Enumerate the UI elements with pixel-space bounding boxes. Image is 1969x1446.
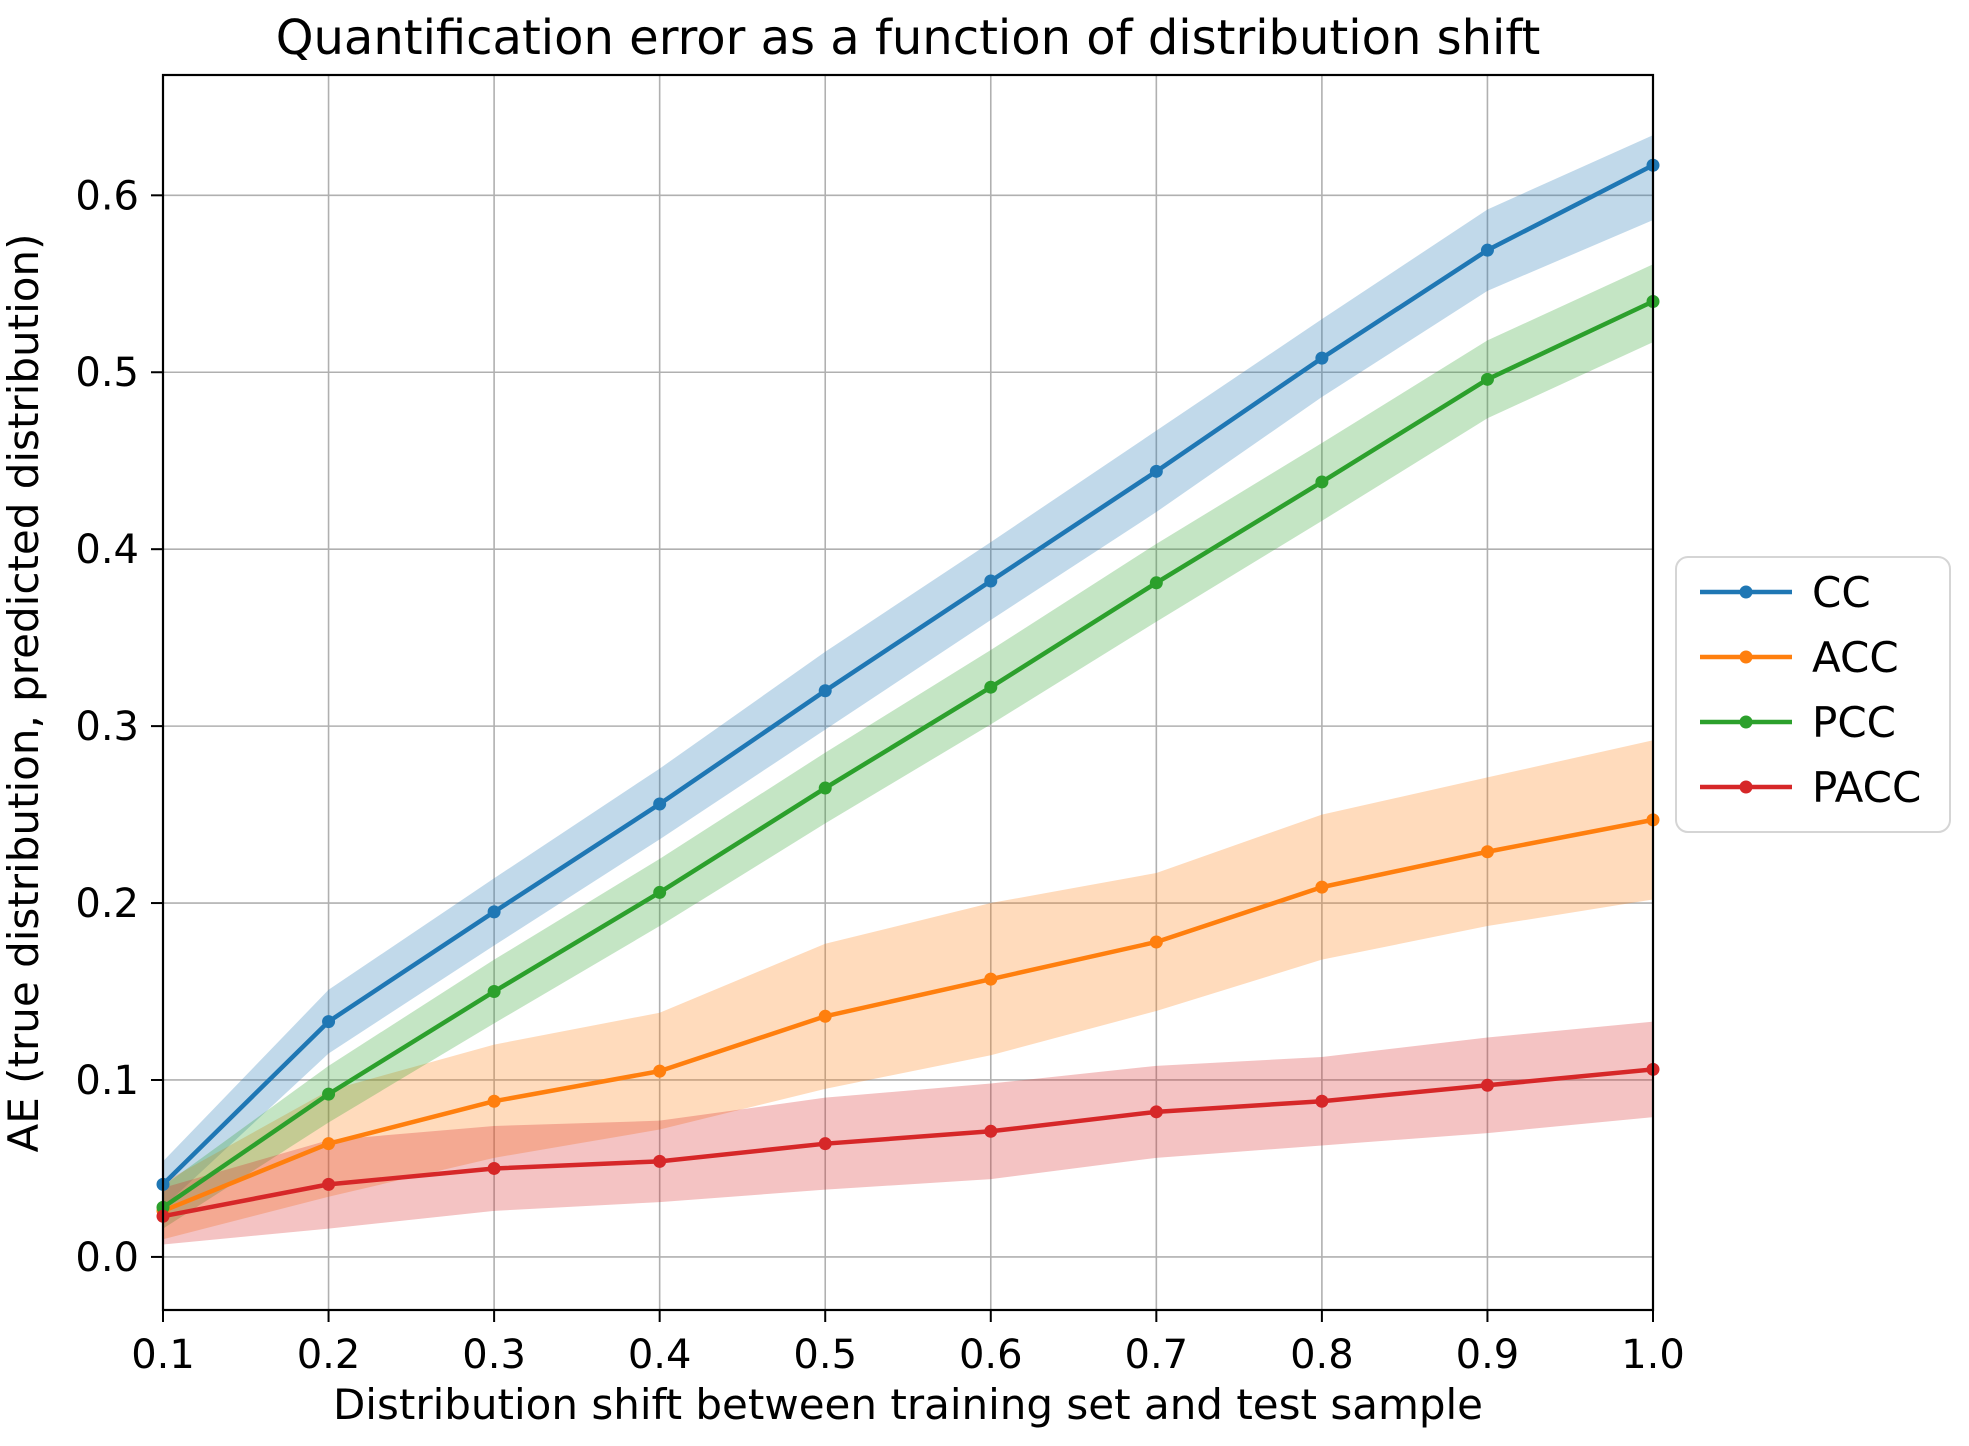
- x-tick-label: 0.5: [793, 1332, 857, 1378]
- cc-marker: [1149, 464, 1163, 478]
- x-tick-label: 0.4: [628, 1332, 692, 1378]
- pcc-line: [161, 299, 1654, 1210]
- legend-marker-sample: [1739, 585, 1753, 599]
- cc-confidence-band: [163, 135, 1653, 1208]
- legend-item-pcc: PCC: [1700, 698, 1896, 747]
- x-tick-label: 1.0: [1621, 1332, 1685, 1378]
- chart-title: Quantification error as a function of di…: [276, 10, 1541, 66]
- acc-marker: [984, 972, 998, 986]
- legend-marker-sample: [1739, 780, 1753, 794]
- legend-item-pacc: PACC: [1700, 763, 1921, 812]
- pcc-marker: [653, 885, 667, 899]
- pcc-marker: [984, 680, 998, 694]
- axes-layer: 0.1 0.2 0.3 0.4 0.5 0.6 0.7 0.8 0.9 1.0 0.0 0.1 0.2 0…: [75, 73, 1685, 1378]
- legend-label: CC: [1812, 568, 1871, 617]
- x-tick-label: 0.9: [1456, 1332, 1520, 1378]
- x-tick-label: 0.1: [131, 1332, 195, 1378]
- pcc-marker: [1480, 372, 1494, 386]
- legend-marker-sample: [1739, 715, 1753, 729]
- cc-marker: [653, 797, 667, 811]
- x-tick-label: 0.2: [297, 1332, 361, 1378]
- cc-marker: [818, 684, 832, 698]
- cc-marker: [322, 1015, 336, 1029]
- acc-marker: [653, 1064, 667, 1078]
- pacc-marker: [1149, 1105, 1163, 1119]
- x-tick-label: 0.6: [959, 1332, 1023, 1378]
- legend-marker-sample: [1739, 650, 1753, 664]
- y-tick-label: 0.3: [75, 704, 139, 750]
- y-tick-label: 0.2: [75, 881, 139, 927]
- y-axis-label: AE (true distribution, predicted distrib…: [0, 234, 48, 1153]
- legend-label: PCC: [1812, 698, 1896, 747]
- confidence-band-layer: [163, 135, 1653, 1245]
- pcc-marker: [322, 1087, 336, 1101]
- cc-marker: [984, 574, 998, 588]
- acc-marker: [1480, 845, 1494, 859]
- series-layer: [156, 158, 1660, 1223]
- x-tick-label: 0.7: [1125, 1332, 1189, 1378]
- pacc-marker: [487, 1161, 501, 1175]
- pcc-marker: [487, 985, 501, 999]
- pacc-marker: [984, 1124, 998, 1138]
- cc-marker: [1315, 351, 1329, 365]
- pacc-confidence-band: [163, 1021, 1653, 1245]
- pacc-marker: [653, 1154, 667, 1168]
- x-axis-label: Distribution shift between training set …: [333, 1380, 1483, 1429]
- y-tick-label: 0.5: [75, 350, 139, 396]
- pacc-marker: [818, 1137, 832, 1151]
- plot-border: [161, 73, 1655, 1312]
- x-tick-label: 0.3: [462, 1332, 526, 1378]
- pcc-marker: [1149, 576, 1163, 590]
- y-tick-label: 0.0: [75, 1235, 139, 1281]
- legend-item-cc: CC: [1700, 568, 1871, 617]
- acc-marker: [322, 1137, 336, 1151]
- x-tick-label: 0.8: [1290, 1332, 1354, 1378]
- acc-marker: [1149, 935, 1163, 949]
- acc-marker: [487, 1094, 501, 1108]
- pcc-marker: [818, 781, 832, 795]
- acc-marker: [818, 1009, 832, 1023]
- pacc-marker: [1315, 1094, 1329, 1108]
- legend-item-acc: ACC: [1700, 633, 1899, 682]
- y-tick-label: 0.6: [75, 173, 139, 219]
- legend-label: ACC: [1812, 633, 1899, 682]
- cc-marker: [487, 905, 501, 919]
- pacc-line: [162, 1067, 1654, 1219]
- legend-box: [1675, 556, 1951, 833]
- acc-marker: [1315, 880, 1329, 894]
- cc-marker: [1480, 243, 1494, 257]
- cc-line: [161, 163, 1655, 1186]
- legend-label: PACC: [1812, 763, 1921, 812]
- pacc-marker: [322, 1177, 336, 1191]
- y-tick-label: 0.4: [75, 527, 139, 573]
- legend: CC ACC PCC PACC: [1675, 556, 1951, 833]
- pacc-marker: [1480, 1078, 1494, 1092]
- pcc-marker: [1315, 475, 1329, 489]
- y-tick-label: 0.1: [75, 1058, 139, 1104]
- acc-confidence-band: [163, 740, 1653, 1240]
- acc-line: [162, 817, 1654, 1214]
